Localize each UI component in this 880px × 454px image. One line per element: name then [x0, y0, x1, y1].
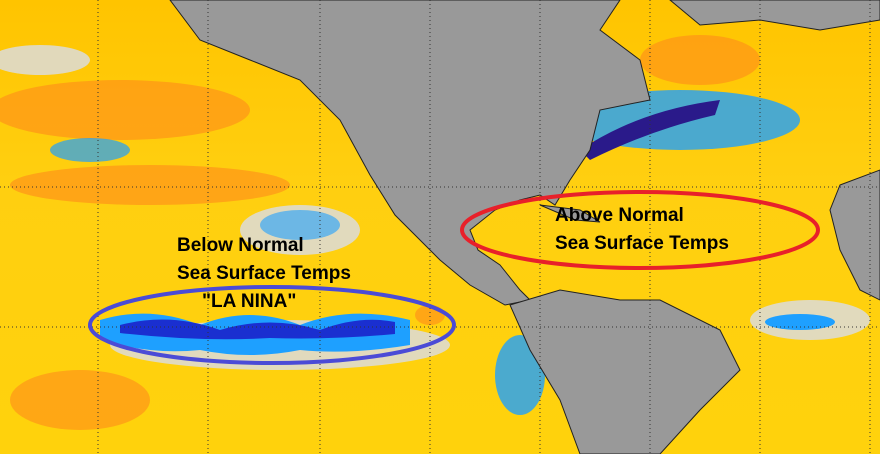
north-america	[169, 0, 651, 306]
la-nina-label: "LA NINA"	[202, 291, 297, 312]
greenland-europe	[669, 0, 880, 31]
below-line2: Sea Surface Temps	[177, 263, 351, 284]
cold-anomalies	[120, 100, 720, 340]
above-line2: Sea Surface Temps	[555, 233, 729, 254]
south-america	[509, 289, 741, 454]
above-normal-label: Above Normal Sea Surface Temps	[555, 202, 729, 258]
warm-anomalies	[0, 35, 760, 430]
africa	[829, 169, 880, 301]
la-nina-ellipse	[88, 285, 456, 365]
cuba	[539, 204, 601, 223]
land	[169, 0, 880, 454]
below-line1: Below Normal	[177, 235, 304, 256]
below-normal-label: Below Normal Sea Surface Temps "LA NINA"	[177, 232, 351, 316]
above-normal-ellipse	[460, 190, 820, 270]
above-line1: Above Normal	[555, 205, 684, 226]
